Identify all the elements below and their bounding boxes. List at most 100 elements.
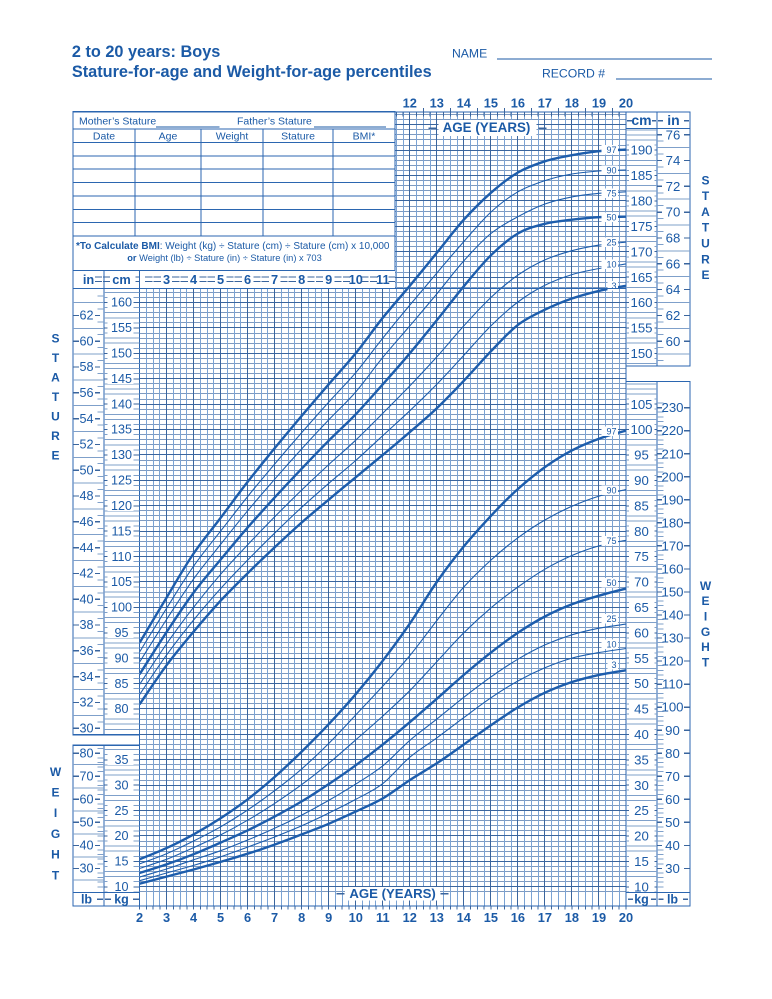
svg-text:40: 40 [79,592,93,606]
svg-text:70: 70 [666,205,681,220]
svg-text:160: 160 [661,562,683,577]
svg-text:2 to 20 years: Boys: 2 to 20 years: Boys [72,43,220,61]
svg-text:100: 100 [630,422,652,437]
svg-text:*To Calculate BMI: Weight (kg): *To Calculate BMI: Weight (kg) ÷ Stature… [76,241,390,252]
svg-text:175: 175 [630,219,652,234]
svg-text:120: 120 [661,654,683,669]
svg-text:145: 145 [111,372,132,386]
svg-text:kg: kg [114,892,129,906]
svg-text:160: 160 [630,295,652,310]
svg-text:3: 3 [611,660,616,670]
svg-text:12: 12 [403,910,417,925]
svg-text:11: 11 [376,910,390,925]
svg-text:10: 10 [606,640,616,650]
svg-text:10: 10 [349,910,363,925]
svg-text:210: 210 [661,446,683,461]
svg-text:155: 155 [630,321,652,336]
svg-text:H: H [701,640,710,654]
svg-text:A: A [51,370,60,384]
svg-text:cm: cm [631,112,651,128]
svg-text:105: 105 [111,575,132,589]
svg-text:140: 140 [111,397,132,411]
svg-text:34: 34 [79,670,93,684]
svg-text:13: 13 [430,910,444,925]
svg-text:62: 62 [666,308,681,323]
svg-text:46: 46 [79,515,93,529]
svg-text:7: 7 [271,272,278,287]
svg-text:9: 9 [325,910,332,925]
svg-text:W: W [50,765,62,779]
svg-text:80: 80 [665,746,680,761]
svg-text:30: 30 [79,722,93,736]
svg-text:135: 135 [111,423,132,437]
svg-text:60: 60 [665,792,680,807]
svg-text:50: 50 [79,463,93,477]
svg-text:110: 110 [662,677,683,692]
svg-text:20: 20 [634,829,649,844]
svg-text:95: 95 [114,626,128,640]
svg-text:220: 220 [661,423,683,438]
svg-text:90: 90 [114,651,128,665]
svg-text:40: 40 [634,727,649,742]
svg-text:55: 55 [634,651,649,666]
svg-text:130: 130 [111,448,132,462]
svg-text:S: S [701,173,709,187]
svg-text:75: 75 [606,188,616,198]
svg-text:32: 32 [79,696,93,710]
svg-text:70: 70 [79,770,93,784]
svg-text:38: 38 [79,618,93,632]
svg-text:15: 15 [634,854,649,869]
svg-text:NAME: NAME [452,47,487,61]
svg-text:4: 4 [190,272,198,287]
svg-text:150: 150 [661,585,683,600]
svg-text:17: 17 [538,96,552,111]
svg-text:85: 85 [634,498,649,513]
svg-text:80: 80 [114,702,128,716]
svg-text:25: 25 [634,803,649,818]
svg-text:G: G [51,827,60,841]
svg-text:Stature: Stature [281,130,315,142]
svg-text:Weight: Weight [216,130,249,142]
svg-text:10: 10 [349,272,363,287]
svg-text:8: 8 [298,272,305,287]
svg-text:64: 64 [666,282,681,297]
svg-text:T: T [52,351,60,365]
svg-text:65: 65 [634,600,649,615]
svg-text:E: E [51,448,59,462]
svg-text:T: T [52,390,60,404]
svg-text:170: 170 [630,244,652,259]
svg-text:14: 14 [457,96,472,111]
svg-text:52: 52 [79,438,93,452]
svg-text:95: 95 [634,448,649,463]
svg-text:70: 70 [634,575,649,590]
svg-text:U: U [51,409,60,423]
svg-text:18: 18 [565,910,579,925]
svg-text:19: 19 [592,910,606,925]
svg-text:85: 85 [114,677,128,691]
svg-text:H: H [51,848,60,862]
svg-text:20: 20 [619,96,633,111]
svg-text:50: 50 [606,212,616,222]
svg-text:5: 5 [217,910,224,925]
svg-text:100: 100 [661,700,683,715]
svg-text:97: 97 [606,427,616,437]
svg-text:90: 90 [606,165,616,175]
svg-text:A: A [701,205,710,219]
svg-text:54: 54 [79,412,93,426]
svg-text:AGE (YEARS): AGE (YEARS) [349,886,435,901]
svg-text:40: 40 [665,838,680,853]
svg-text:3: 3 [163,272,170,287]
svg-text:150: 150 [630,346,652,361]
svg-text:25: 25 [114,804,128,818]
svg-text:16: 16 [511,910,525,925]
svg-text:130: 130 [661,631,683,646]
svg-text:16: 16 [511,96,525,111]
svg-text:190: 190 [630,143,652,158]
svg-text:75: 75 [634,549,649,564]
svg-text:15: 15 [114,855,128,869]
svg-text:35: 35 [634,752,649,767]
svg-text:S: S [51,331,59,345]
svg-text:75: 75 [606,536,616,546]
svg-text:E: E [701,268,709,282]
svg-text:45: 45 [634,702,649,717]
